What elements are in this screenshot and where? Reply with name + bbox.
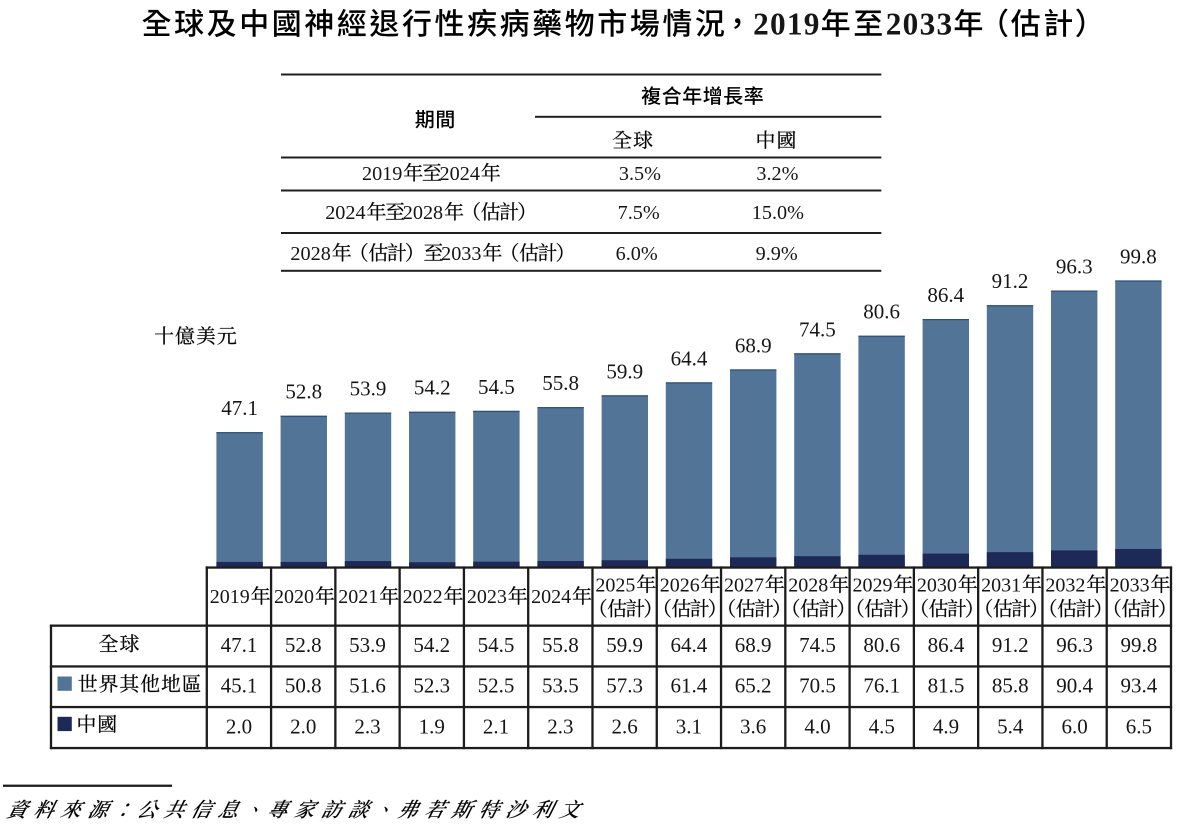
svg-text:2033: 2033 <box>1110 575 1150 597</box>
svg-text:57.3: 57.3 <box>606 674 643 698</box>
svg-text:59.9: 59.9 <box>606 633 643 657</box>
svg-text:2025: 2025 <box>595 575 635 597</box>
svg-text:2023: 2023 <box>467 586 507 608</box>
svg-text:64.4: 64.4 <box>671 633 708 657</box>
svg-text:7.5%: 7.5% <box>618 202 660 224</box>
svg-text:45.1: 45.1 <box>221 674 258 698</box>
svg-text:9.9%: 9.9% <box>756 243 798 265</box>
svg-text:2031: 2031 <box>981 575 1021 597</box>
svg-text:6.5: 6.5 <box>1126 714 1152 738</box>
svg-text:91.2: 91.2 <box>992 633 1029 657</box>
svg-text:2022: 2022 <box>403 586 443 608</box>
svg-text:68.9: 68.9 <box>735 633 772 657</box>
svg-text:2024: 2024 <box>325 202 365 224</box>
svg-text:55.8: 55.8 <box>542 371 579 395</box>
svg-text:2.1: 2.1 <box>483 714 509 738</box>
svg-text:2.3: 2.3 <box>547 714 573 738</box>
svg-text:2020: 2020 <box>274 586 314 608</box>
svg-text:53.5: 53.5 <box>542 674 579 698</box>
svg-text:3.2%: 3.2% <box>756 163 798 185</box>
svg-text:86.4: 86.4 <box>927 283 964 307</box>
svg-text:74.5: 74.5 <box>799 317 836 341</box>
svg-text:2019: 2019 <box>210 586 250 608</box>
svg-text:54.2: 54.2 <box>413 633 450 657</box>
svg-text:4.5: 4.5 <box>869 714 895 738</box>
svg-text:2027: 2027 <box>724 575 764 597</box>
svg-text:1.9: 1.9 <box>419 714 445 738</box>
svg-text:2019: 2019 <box>362 163 402 185</box>
svg-text:2024: 2024 <box>531 586 571 608</box>
svg-text:2019: 2019 <box>753 6 821 41</box>
svg-text:52.8: 52.8 <box>285 380 322 404</box>
svg-text:51.6: 51.6 <box>349 674 386 698</box>
svg-text:96.3: 96.3 <box>1056 255 1093 279</box>
svg-text:53.9: 53.9 <box>349 633 386 657</box>
svg-text:81.5: 81.5 <box>928 674 965 698</box>
svg-text:2.0: 2.0 <box>226 714 252 738</box>
svg-text:3.1: 3.1 <box>676 714 702 738</box>
svg-text:2021: 2021 <box>338 586 378 608</box>
svg-text:93.4: 93.4 <box>1120 674 1157 698</box>
svg-text:54.2: 54.2 <box>414 376 451 400</box>
svg-text:2032: 2032 <box>1045 575 1085 597</box>
svg-text:99.8: 99.8 <box>1120 633 1157 657</box>
svg-text:2029: 2029 <box>853 575 893 597</box>
svg-text:50.8: 50.8 <box>285 674 322 698</box>
svg-text:65.2: 65.2 <box>735 674 772 698</box>
svg-text:90.4: 90.4 <box>1056 674 1093 698</box>
svg-text:68.9: 68.9 <box>735 333 772 357</box>
svg-text:61.4: 61.4 <box>671 674 708 698</box>
svg-text:2033: 2033 <box>441 243 481 265</box>
svg-text:80.6: 80.6 <box>863 300 900 324</box>
svg-text:80.6: 80.6 <box>863 633 900 657</box>
svg-text:91.2: 91.2 <box>992 269 1029 293</box>
svg-text:52.3: 52.3 <box>413 674 450 698</box>
svg-text:70.5: 70.5 <box>799 674 836 698</box>
svg-text:64.4: 64.4 <box>671 346 708 370</box>
svg-text:2028: 2028 <box>788 575 828 597</box>
svg-text:76.1: 76.1 <box>863 674 900 698</box>
svg-text:2.0: 2.0 <box>290 714 316 738</box>
svg-text:2028: 2028 <box>290 243 330 265</box>
svg-text:54.5: 54.5 <box>478 633 515 657</box>
svg-text:99.8: 99.8 <box>1120 244 1157 268</box>
svg-text:6.0%: 6.0% <box>616 243 658 265</box>
svg-text:54.5: 54.5 <box>478 375 515 399</box>
svg-text:74.5: 74.5 <box>799 633 836 657</box>
svg-text:2024: 2024 <box>440 163 480 185</box>
svg-text:15.0%: 15.0% <box>752 202 804 224</box>
svg-text:2028: 2028 <box>403 202 443 224</box>
svg-text:6.0: 6.0 <box>1061 714 1087 738</box>
svg-text:96.3: 96.3 <box>1056 633 1093 657</box>
svg-text:53.9: 53.9 <box>350 377 387 401</box>
svg-text:52.5: 52.5 <box>478 674 515 698</box>
svg-text:55.8: 55.8 <box>542 633 579 657</box>
svg-text:85.8: 85.8 <box>992 674 1029 698</box>
svg-text:2033: 2033 <box>886 6 954 41</box>
svg-text:3.6: 3.6 <box>740 714 766 738</box>
svg-text:59.9: 59.9 <box>606 359 643 383</box>
svg-text:3.5%: 3.5% <box>619 163 661 185</box>
svg-text:47.1: 47.1 <box>221 633 258 657</box>
svg-text:86.4: 86.4 <box>928 633 965 657</box>
svg-text:2.3: 2.3 <box>354 714 380 738</box>
svg-text:2030: 2030 <box>917 575 957 597</box>
svg-text:2026: 2026 <box>660 575 700 597</box>
svg-text:52.8: 52.8 <box>285 633 322 657</box>
svg-text:4.0: 4.0 <box>804 714 830 738</box>
svg-text:47.1: 47.1 <box>221 396 258 420</box>
svg-text:5.4: 5.4 <box>997 714 1024 738</box>
svg-text:4.9: 4.9 <box>933 714 959 738</box>
svg-text:2.6: 2.6 <box>611 714 637 738</box>
